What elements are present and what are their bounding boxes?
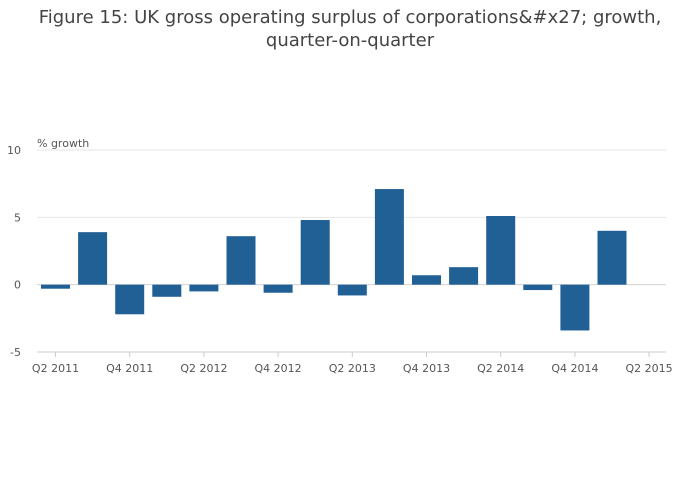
x-tick-label: Q4 2012 xyxy=(255,362,302,375)
bar xyxy=(226,236,256,285)
x-axis: Q2 2011 Q4 2011 Q2 2012 Q4 2012 Q2 2013 Q4 20… xyxy=(32,351,673,375)
bar xyxy=(449,267,479,285)
bar xyxy=(337,284,367,296)
bar xyxy=(412,275,441,285)
bar xyxy=(560,284,590,331)
x-tick-label: Q2 2012 xyxy=(180,362,227,375)
bar xyxy=(189,284,219,292)
y-tick-label: 10 xyxy=(7,144,21,157)
bar xyxy=(263,284,293,293)
bar xyxy=(300,220,330,285)
bar xyxy=(486,215,516,285)
y-tick-label: 5 xyxy=(14,211,21,224)
bar xyxy=(78,232,108,285)
bar xyxy=(523,284,553,291)
bars xyxy=(41,189,627,331)
y-axis-ticks: -5 0 5 10 xyxy=(7,144,21,359)
y-axis-label: % growth xyxy=(37,137,89,150)
bar xyxy=(152,284,182,297)
bar xyxy=(115,284,145,315)
x-tick-label: Q2 2015 xyxy=(626,362,673,375)
x-tick-label: Q4 2011 xyxy=(106,362,153,375)
x-tick-label: Q4 2013 xyxy=(403,362,450,375)
chart-title: Figure 15: UK gross operating surplus of… xyxy=(0,6,700,52)
x-tick-label: Q2 2014 xyxy=(477,362,524,375)
bar xyxy=(597,230,627,285)
y-tick-label: 0 xyxy=(14,279,21,292)
x-tick-label: Q2 2013 xyxy=(329,362,376,375)
bar xyxy=(374,189,404,285)
chart-title-line-1: Figure 15: UK gross operating surplus of… xyxy=(38,7,662,28)
x-tick-label: Q2 2011 xyxy=(32,362,79,375)
y-tick-label: -5 xyxy=(10,346,21,359)
x-tick-label: Q4 2014 xyxy=(551,362,598,375)
bar xyxy=(41,284,70,289)
chart-title-line-2: quarter-on-quarter xyxy=(265,30,435,51)
